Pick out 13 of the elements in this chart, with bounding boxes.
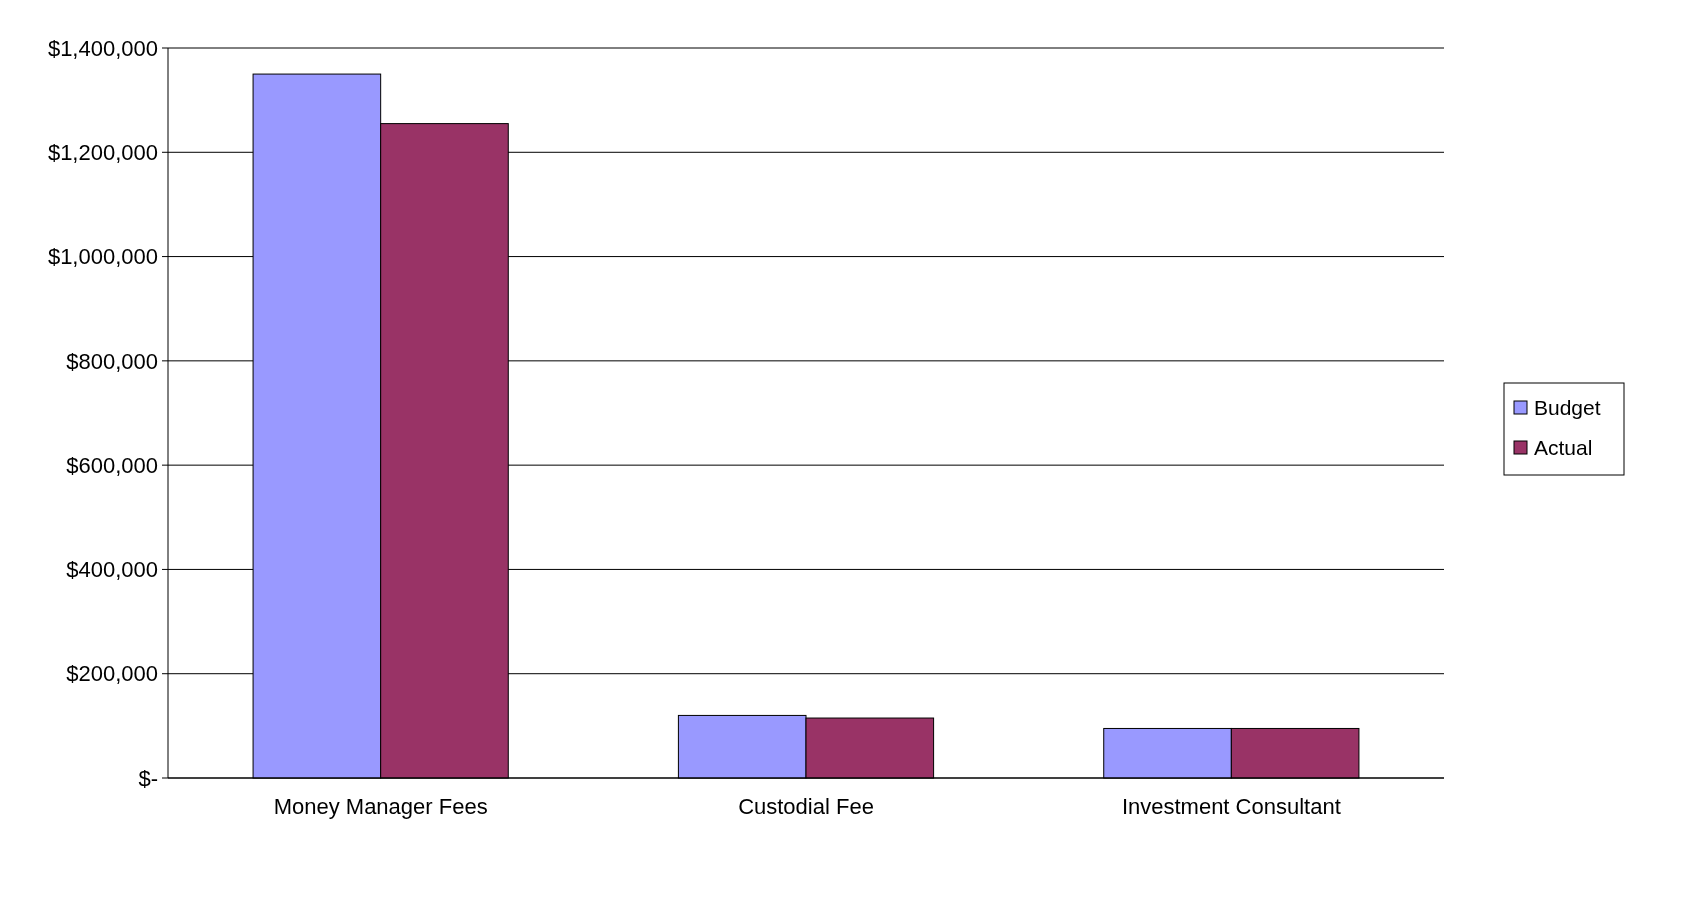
y-tick-label: $600,000 (66, 452, 158, 478)
x-tick-label: Custodial Fee (738, 794, 874, 819)
x-tick-label: Investment Consultant (1121, 794, 1341, 819)
y-tick-label: $1,200,000 (47, 139, 158, 165)
y-tick-label: $800,000 (66, 348, 158, 374)
y-tick-label: $1,000,000 (47, 244, 158, 270)
y-tick-label: $- (138, 765, 158, 791)
x-tick-label: Money Manager Fees (273, 794, 488, 819)
y-tick-label: $200,000 (66, 661, 158, 687)
y-tick-label: $1,400,000 (47, 35, 158, 61)
legend-label: Budget (1534, 396, 1601, 420)
legend-label: Actual (1534, 436, 1593, 460)
y-tick-label: $400,000 (66, 557, 158, 583)
